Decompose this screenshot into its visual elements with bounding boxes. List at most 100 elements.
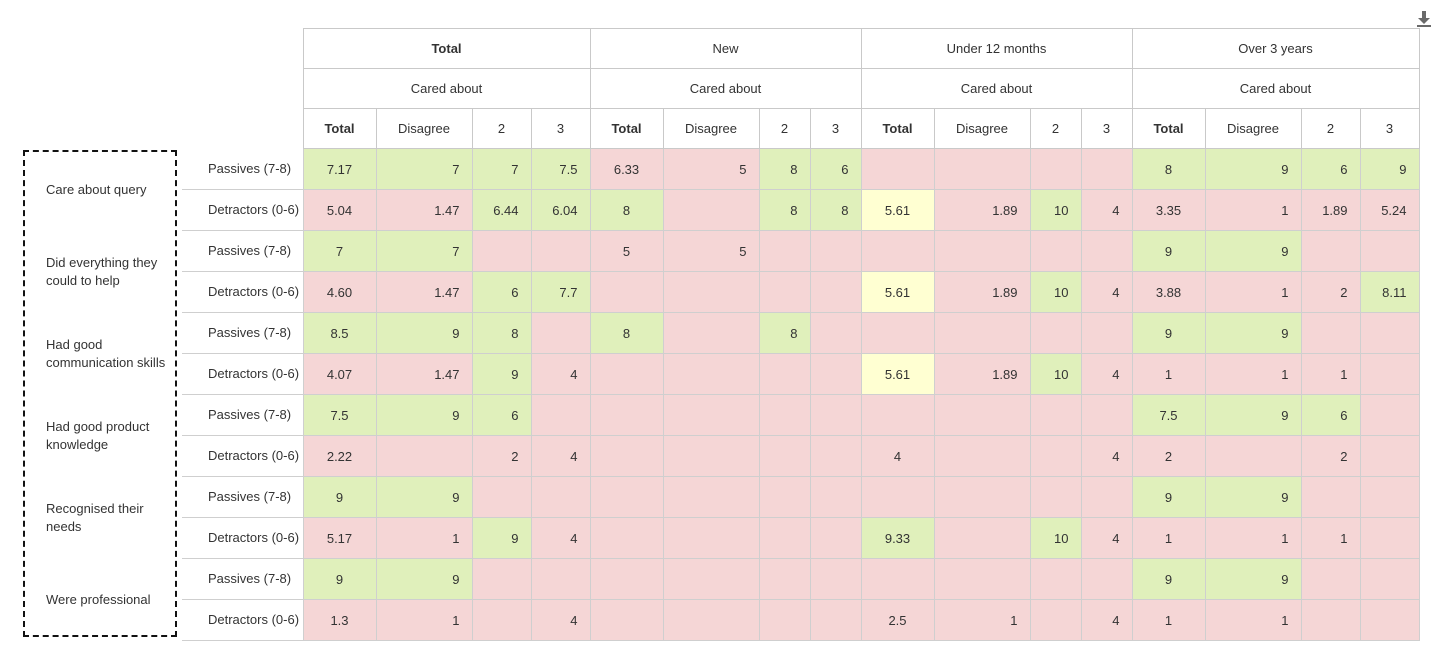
- row-label[interactable]: Recognised their needs: [46, 500, 144, 534]
- data-cell: [809, 599, 862, 641]
- header-corner: [22, 29, 303, 69]
- row-label[interactable]: Did everything they could to help: [46, 254, 158, 288]
- data-cell: [860, 476, 935, 518]
- row-label[interactable]: Were professional: [46, 591, 151, 607]
- data-cell: 7.7: [530, 271, 591, 313]
- data-cell: 9: [1204, 312, 1302, 354]
- data-cell: [662, 271, 760, 313]
- data-cell: 6: [809, 148, 862, 190]
- data-cell: [1359, 558, 1420, 600]
- data-cell: [1359, 353, 1420, 395]
- data-cell: 8: [758, 312, 811, 354]
- data-cell: 2.22: [302, 435, 377, 477]
- data-cell: 5.24: [1359, 189, 1420, 231]
- data-cell: 8.11: [1359, 271, 1420, 313]
- col-header-total: Total: [302, 108, 377, 149]
- data-cell: [589, 394, 664, 436]
- data-cell: [1029, 230, 1082, 272]
- data-cell: [662, 517, 760, 559]
- col-header-3: 3: [1359, 108, 1420, 149]
- download-icon[interactable]: [1416, 10, 1432, 28]
- data-cell: [589, 476, 664, 518]
- data-cell: [933, 394, 1031, 436]
- data-cell: [1080, 476, 1133, 518]
- data-cell: 5: [589, 230, 664, 272]
- data-cell: 7.5: [302, 394, 377, 436]
- header-col-row: Total Disagree 2 3 Total Disagree 2 3 To…: [22, 108, 1420, 149]
- data-cell: [1300, 312, 1361, 354]
- data-cell: 9: [1131, 230, 1206, 272]
- data-cell: [809, 435, 862, 477]
- segment-label: Detractors (0-6): [182, 271, 303, 313]
- data-cell: [1359, 230, 1420, 272]
- segment-label: Detractors (0-6): [182, 435, 303, 477]
- row-label[interactable]: Had good communication skills: [46, 336, 166, 370]
- data-cell: [758, 517, 811, 559]
- col-header-disagree: Disagree: [933, 108, 1031, 149]
- data-cell: 6.33: [589, 148, 664, 190]
- segment-label: Passives (7-8): [182, 476, 303, 518]
- segment-label: Passives (7-8): [182, 312, 303, 354]
- data-cell: 10: [1029, 517, 1082, 559]
- data-cell: 9: [1204, 230, 1302, 272]
- data-cell: 7: [471, 148, 532, 190]
- data-cell: 8: [809, 189, 862, 231]
- col-header-total: Total: [589, 108, 664, 149]
- data-cell: [471, 558, 532, 600]
- data-cell: [1300, 599, 1361, 641]
- data-cell: 9: [1204, 558, 1302, 600]
- data-cell: 2.5: [860, 599, 935, 641]
- data-cell: 1: [1131, 517, 1206, 559]
- data-cell: [1029, 599, 1082, 641]
- col-header-3: 3: [1080, 108, 1133, 149]
- segment-label: Passives (7-8): [182, 558, 303, 600]
- data-cell: [1080, 230, 1133, 272]
- data-cell: 6: [471, 394, 532, 436]
- data-cell: 1: [375, 599, 473, 641]
- table-row: Detractors (0-6) 5.17 1 9 4 9.33 10 4 1 1 1: [22, 517, 1420, 559]
- data-cell: 9: [1204, 476, 1302, 518]
- data-cell: 7.5: [1131, 394, 1206, 436]
- data-cell: 10: [1029, 353, 1082, 395]
- data-cell: 8: [589, 189, 664, 231]
- row-label[interactable]: Care about query: [46, 181, 147, 197]
- data-cell: 6: [1300, 148, 1361, 190]
- data-cell: [809, 517, 862, 559]
- data-cell: [1029, 558, 1082, 600]
- data-cell: [758, 599, 811, 641]
- segment-label: Detractors (0-6): [182, 517, 303, 559]
- data-cell: 4: [530, 353, 591, 395]
- data-cell: 7.5: [530, 148, 591, 190]
- data-cell: 9: [471, 517, 532, 559]
- data-cell: [375, 435, 473, 477]
- data-cell: [662, 558, 760, 600]
- col-header-disagree: Disagree: [662, 108, 760, 149]
- col-header-3: 3: [809, 108, 862, 149]
- data-cell: [662, 189, 760, 231]
- group-header-total: Total: [302, 28, 591, 69]
- data-cell: 4: [530, 517, 591, 559]
- data-cell: 1: [1131, 353, 1206, 395]
- data-cell: [809, 230, 862, 272]
- data-cell: 5.61: [860, 271, 935, 313]
- data-cell: [1080, 148, 1133, 190]
- data-cell: [530, 312, 591, 354]
- data-cell: 1: [1300, 353, 1361, 395]
- data-cell: [860, 558, 935, 600]
- data-cell: [860, 230, 935, 272]
- data-cell: 9: [375, 476, 473, 518]
- group-header-over-3-years: Over 3 years: [1131, 28, 1420, 69]
- data-cell: 1: [933, 599, 1031, 641]
- data-cell: 2: [471, 435, 532, 477]
- data-cell: [589, 353, 664, 395]
- data-cell: 9: [1204, 148, 1302, 190]
- data-cell: [1080, 394, 1133, 436]
- data-cell: [809, 394, 862, 436]
- data-cell: 5.04: [302, 189, 377, 231]
- data-cell: [1300, 230, 1361, 272]
- row-label[interactable]: Had good product knowledge: [46, 418, 150, 452]
- data-cell: 9: [1131, 312, 1206, 354]
- data-cell: 4: [1080, 353, 1133, 395]
- data-cell: 8: [1131, 148, 1206, 190]
- data-cell: [471, 599, 532, 641]
